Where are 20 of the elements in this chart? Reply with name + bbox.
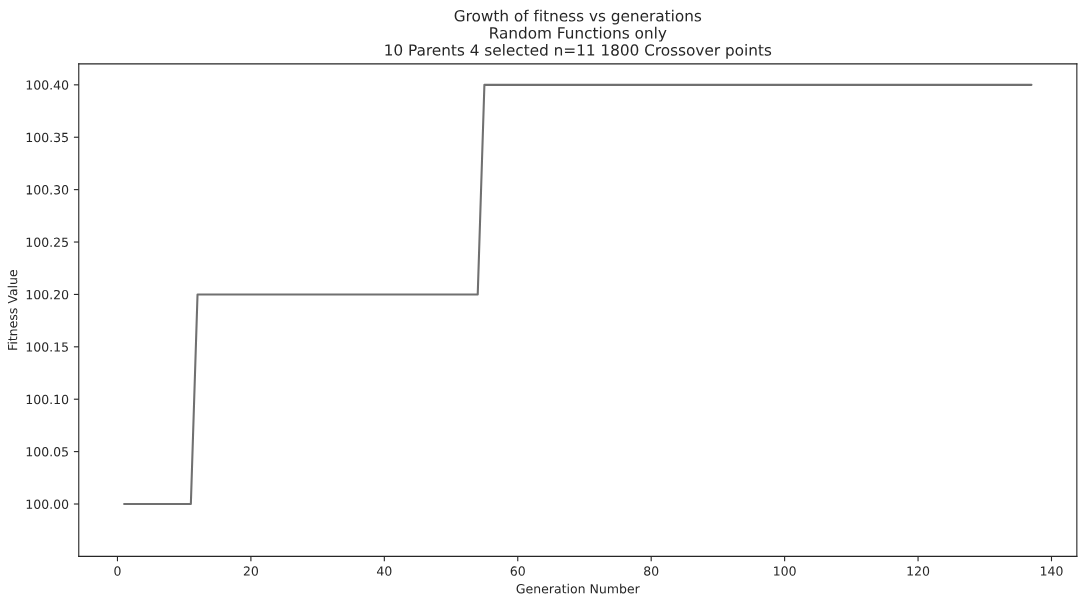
y-tick-label: 100.40 <box>26 80 69 90</box>
x-tick-label: 40 <box>376 566 392 576</box>
x-tick-label: 140 <box>1040 566 1063 576</box>
y-tick-label: 100.25 <box>26 237 68 247</box>
y-tick-label: 100.10 <box>26 394 69 405</box>
x-tick-label: 20 <box>243 566 259 576</box>
chart-title: Growth of fitness vs generations Random Functions only 10 Parents 4 selected n=11 1800 Crossover points <box>385 9 772 59</box>
y-tick-label: 100.15 <box>26 342 68 352</box>
x-tick-label: 0 <box>114 566 121 576</box>
y-tick-label: 100.30 <box>26 185 69 195</box>
x-tick-label: 60 <box>510 566 525 576</box>
x-tick-label: 80 <box>644 566 659 576</box>
x-tick-label: 100 <box>774 566 796 576</box>
x-tick-label: 120 <box>907 566 930 576</box>
y-axis-title: Fitness Value <box>7 270 18 350</box>
y-tick-label: 100.35 <box>26 132 68 143</box>
y-tick-label: 100.20 <box>26 289 69 300</box>
x-axis-title: Generation Number <box>516 583 640 594</box>
y-tick-label: 100.05 <box>26 447 68 457</box>
y-tick-label: 100.00 <box>26 499 69 509</box>
